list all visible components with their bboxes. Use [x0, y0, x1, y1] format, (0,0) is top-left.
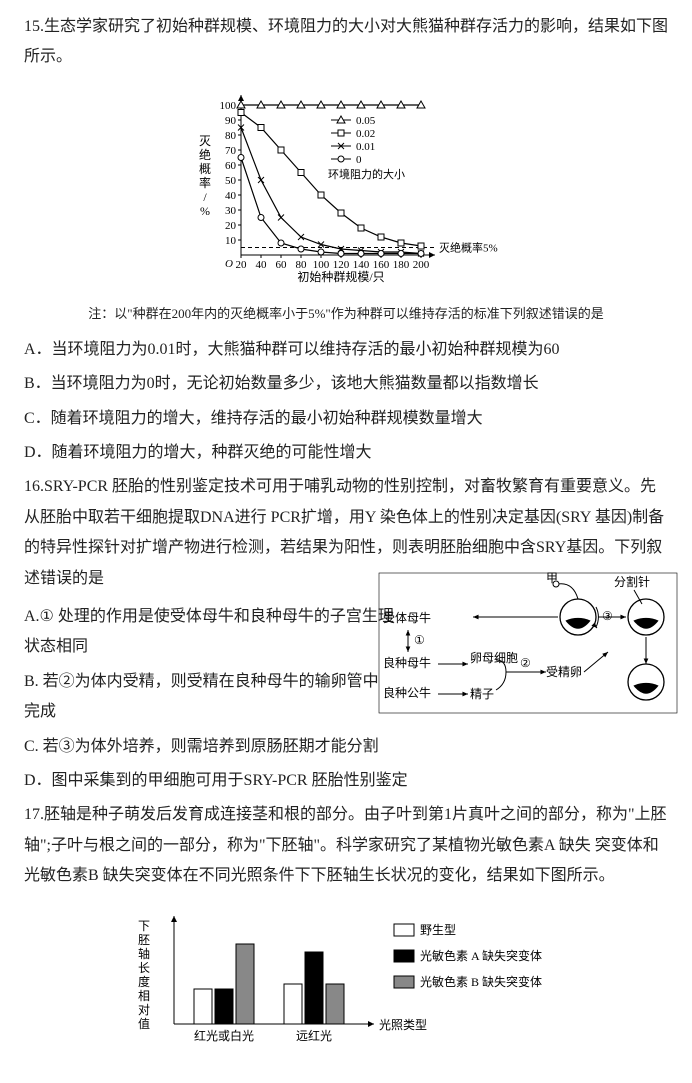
q15-figure-wrap: 1020304050607080901002040608010012014016… — [24, 85, 668, 296]
svg-text:20: 20 — [225, 220, 237, 232]
svg-text:灭: 灭 — [199, 134, 211, 148]
svg-text:度: 度 — [138, 974, 150, 989]
svg-text:远红光: 远红光 — [296, 1028, 332, 1043]
svg-text:②: ② — [520, 656, 531, 670]
svg-text:绝: 绝 — [199, 147, 211, 162]
svg-text:值: 值 — [138, 1016, 150, 1031]
svg-text:40: 40 — [225, 190, 237, 202]
svg-text:100: 100 — [220, 100, 237, 112]
svg-text:O: O — [225, 258, 233, 270]
svg-text:甲: 甲 — [546, 572, 558, 585]
q15-opt-b: B．当环境阻力为0时，无论初始数量多少，该地大熊猫数量都以指数增长 — [24, 369, 668, 399]
q16-opt-b: B. 若②为体内受精，则受精在良种母牛的输卵管中完成 — [24, 667, 394, 728]
svg-text:野生型: 野生型 — [420, 923, 456, 937]
svg-text:30: 30 — [225, 205, 237, 217]
q16-diagram: 受体母牛良种母牛良种公牛 卵母细胞精子 ② 受精卵 ① 甲 ③ 分割针 — [378, 572, 678, 732]
svg-text:概: 概 — [199, 162, 211, 176]
svg-text:0: 0 — [356, 154, 362, 166]
q17-stem-text: 胚轴是种子萌发后发育成连接茎和根的部分。由子叶到第1片真叶之间的部分，称为"上胚… — [24, 806, 667, 884]
svg-text:60: 60 — [225, 160, 237, 172]
svg-text:③: ③ — [602, 609, 613, 623]
q17-figure-wrap: 下胚轴长度相对值 光照类型红光或白光 远红光 野生型光敏色素 A 缺失突变体光敏色素 … — [24, 904, 668, 1065]
svg-text:受精卵: 受精卵 — [546, 665, 582, 679]
svg-text:对: 对 — [138, 1003, 150, 1017]
q15-stem-text: 生态学家研究了初始种群规模、环境阻力的大小对大熊猫种群存活力的影响，结果如下图所… — [24, 18, 668, 65]
svg-text:0.01: 0.01 — [356, 141, 375, 153]
svg-text:光敏色素 B 缺失突变体: 光敏色素 B 缺失突变体 — [420, 974, 542, 989]
q15-opt-a: A．当环境阻力为0.01时，大熊猫种群可以维持存活的最小初始种群规模为60 — [24, 335, 668, 365]
svg-text:分割针: 分割针 — [614, 574, 650, 589]
q17-stem: 17.胚轴是种子萌发后发育成连接茎和根的部分。由子叶到第1片真叶之间的部分，称为… — [24, 800, 668, 891]
svg-text:60: 60 — [276, 259, 288, 271]
svg-text:初始种群规模/只: 初始种群规模/只 — [297, 269, 384, 284]
svg-text:相: 相 — [138, 989, 150, 1003]
svg-text:精子: 精子 — [470, 687, 494, 701]
svg-text:灭绝概率5%: 灭绝概率5% — [439, 240, 498, 254]
svg-text:90: 90 — [225, 115, 237, 127]
svg-text:50: 50 — [225, 175, 237, 187]
svg-text:10: 10 — [225, 235, 237, 247]
q17-chart: 下胚轴长度相对值 光照类型红光或白光 远红光 野生型光敏色素 A 缺失突变体光敏色素 … — [126, 904, 566, 1054]
svg-text:率: 率 — [199, 175, 211, 190]
svg-text:180: 180 — [393, 259, 410, 271]
q15-opt-c: C．随着环境阻力的增大，维持存活的最小初始种群规模数量增大 — [24, 404, 668, 434]
svg-text:80: 80 — [225, 130, 237, 142]
q16-stem-text: SRY-PCR 胚胎的性别鉴定技术可用于哺乳动物的性别控制，对畜牧繁育有重要意义… — [24, 478, 664, 586]
svg-text:红光或白光: 红光或白光 — [194, 1028, 254, 1043]
svg-text:40: 40 — [256, 259, 268, 271]
svg-text:轴: 轴 — [138, 946, 150, 961]
q15-chart: 1020304050607080901002040608010012014016… — [191, 85, 501, 285]
q16-opt-a: A.① 处理的作用是使受体母牛和良种母牛的子宫生理状态相同 — [24, 602, 394, 663]
svg-text:%: % — [200, 204, 210, 218]
svg-text:①: ① — [414, 633, 425, 647]
q16-number: 16. — [24, 478, 44, 495]
svg-text:卵母细胞: 卵母细胞 — [470, 651, 518, 665]
svg-text:光敏色素 A 缺失突变体: 光敏色素 A 缺失突变体 — [420, 948, 542, 963]
svg-text:胚: 胚 — [138, 933, 150, 947]
svg-text:受体母牛: 受体母牛 — [383, 610, 431, 625]
svg-text:环境阻力的大小: 环境阻力的大小 — [328, 167, 405, 181]
svg-text:/: / — [203, 190, 207, 204]
q15-opt-d: D．随着环境阻力的增大，种群灭绝的可能性增大 — [24, 438, 668, 468]
svg-text:长: 长 — [138, 961, 150, 975]
svg-text:0.02: 0.02 — [356, 128, 375, 140]
svg-text:良种母牛: 良种母牛 — [383, 655, 431, 670]
q16-opt-c: C. 若③为体外培养，则需培养到原肠胚期才能分割 — [24, 732, 668, 762]
q15-note: 注：以"种群在200年内的灭绝概率小于5%"作为种群可以维持存活的标准下列叙述错… — [24, 302, 668, 327]
q15-number: 15. — [24, 18, 44, 35]
svg-text:下: 下 — [138, 919, 150, 933]
svg-text:20: 20 — [236, 259, 248, 271]
q17-number: 17. — [24, 806, 44, 823]
q16-opt-d: D．图中采集到的甲细胞可用于SRY-PCR 胚胎性别鉴定 — [24, 766, 668, 796]
svg-text:70: 70 — [225, 145, 237, 157]
svg-text:良种公牛: 良种公牛 — [383, 685, 431, 700]
svg-text:光照类型: 光照类型 — [379, 1018, 427, 1032]
svg-text:200: 200 — [413, 259, 430, 271]
svg-text:0.05: 0.05 — [356, 115, 376, 127]
q15-stem: 15.生态学家研究了初始种群规模、环境阻力的大小对大熊猫种群存活力的影响，结果如… — [24, 12, 668, 73]
